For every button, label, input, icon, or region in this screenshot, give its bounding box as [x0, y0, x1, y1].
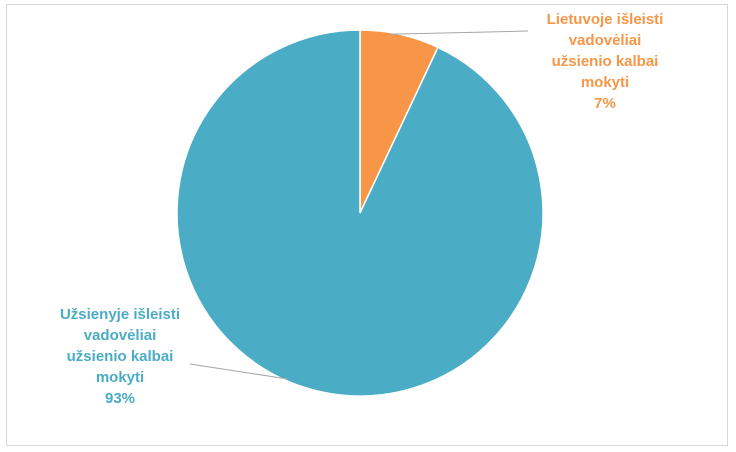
- label-line: mokyti: [580, 74, 630, 91]
- label-line: užsienio kalbai: [66, 348, 174, 365]
- label-percent: 7%: [594, 95, 616, 112]
- label-line: Užsienyje išleisti: [59, 306, 181, 323]
- label-line: Lietuvoje išleisti: [546, 11, 664, 28]
- slice-label-lietuvoje: Lietuvoje išleisti vadovėliai užsienio k…: [520, 9, 690, 114]
- leader-line-0: [388, 30, 529, 35]
- leader-line-1: [189, 363, 288, 380]
- label-line: mokyti: [95, 369, 145, 386]
- label-line: užsienio kalbai: [551, 53, 659, 70]
- label-line: vadovėliai: [83, 327, 157, 344]
- pie-slice-1: [176, 29, 544, 397]
- label-percent: 93%: [104, 390, 136, 407]
- slice-label-uzsienyje: Užsienyje išleisti vadovėliai užsienio k…: [40, 304, 200, 409]
- label-line: vadovėliai: [568, 32, 642, 49]
